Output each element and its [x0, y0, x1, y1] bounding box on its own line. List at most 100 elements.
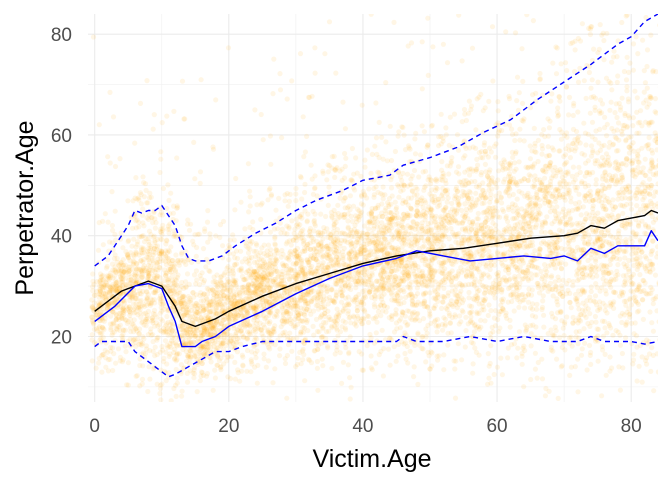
data-point	[183, 261, 189, 267]
data-point	[398, 257, 404, 263]
data-point	[612, 110, 618, 116]
data-point	[374, 278, 380, 284]
data-point	[325, 265, 331, 271]
data-point	[362, 164, 368, 170]
data-point	[354, 170, 360, 176]
data-point	[602, 169, 608, 175]
data-point	[525, 267, 531, 274]
data-point	[527, 156, 534, 162]
data-point	[580, 204, 587, 210]
data-point	[212, 367, 218, 373]
data-point	[384, 158, 390, 164]
data-point	[635, 184, 641, 190]
data-point	[300, 346, 306, 352]
data-point	[414, 209, 420, 215]
data-point	[566, 181, 572, 187]
data-point	[389, 314, 395, 320]
data-point	[397, 325, 403, 331]
data-point	[370, 316, 376, 322]
data-point	[165, 319, 171, 325]
data-point	[275, 273, 282, 279]
data-point	[416, 237, 422, 243]
data-point	[313, 316, 320, 322]
data-point	[341, 245, 347, 251]
data-point	[627, 296, 633, 302]
data-point	[180, 297, 186, 303]
data-point	[452, 217, 459, 223]
data-point	[542, 393, 549, 399]
data-point	[265, 344, 272, 350]
data-point	[179, 393, 185, 399]
data-point	[146, 262, 152, 268]
data-point	[354, 239, 360, 245]
data-point	[197, 303, 203, 309]
data-point	[564, 67, 570, 74]
data-point	[599, 32, 605, 38]
data-point	[334, 261, 341, 267]
data-point	[242, 226, 248, 232]
data-point	[473, 200, 479, 206]
data-point	[89, 297, 95, 303]
data-point	[635, 148, 641, 154]
data-point	[339, 289, 345, 295]
data-point	[325, 202, 331, 208]
data-point	[141, 250, 147, 256]
data-point	[133, 373, 139, 379]
data-point	[179, 302, 185, 308]
data-point	[486, 182, 492, 188]
data-point	[602, 307, 608, 313]
data-point	[267, 185, 273, 191]
data-point	[190, 290, 196, 296]
data-point	[482, 105, 488, 111]
data-point	[401, 132, 407, 138]
data-point	[239, 352, 245, 358]
data-point	[506, 185, 512, 191]
data-point	[373, 278, 380, 284]
data-point	[379, 327, 385, 333]
data-point	[257, 299, 263, 305]
data-point	[270, 91, 276, 97]
data-point	[343, 345, 349, 351]
data-point	[314, 358, 320, 365]
data-point	[567, 155, 574, 161]
data-point	[572, 364, 578, 370]
data-point	[533, 201, 539, 207]
data-point	[436, 353, 442, 359]
data-point	[504, 277, 510, 283]
data-point	[561, 162, 568, 168]
data-point	[442, 214, 449, 220]
data-point	[536, 290, 543, 296]
data-point	[369, 280, 375, 286]
data-point	[630, 357, 637, 363]
data-point	[611, 48, 617, 54]
data-point	[469, 219, 476, 225]
data-point	[545, 283, 551, 289]
data-point	[470, 361, 476, 367]
data-point	[592, 136, 598, 142]
data-point	[458, 288, 464, 294]
data-point	[398, 260, 405, 266]
data-point	[622, 281, 629, 287]
data-point	[190, 238, 196, 244]
data-point	[626, 69, 632, 75]
data-point	[657, 238, 658, 240]
data-point	[414, 279, 420, 285]
data-point	[538, 240, 545, 246]
data-point	[498, 355, 504, 361]
data-point	[140, 319, 146, 325]
data-point	[304, 319, 310, 325]
data-point	[395, 282, 401, 289]
data-point	[570, 112, 576, 119]
data-point	[461, 192, 467, 198]
data-point	[251, 248, 257, 254]
data-point	[347, 314, 353, 320]
data-point	[293, 260, 299, 266]
data-point	[267, 309, 273, 315]
data-point	[588, 361, 594, 367]
data-point	[165, 182, 171, 188]
data-point	[158, 397, 164, 402]
data-point	[131, 236, 137, 242]
data-point	[563, 169, 569, 175]
data-point	[521, 384, 527, 390]
data-point	[105, 219, 111, 225]
